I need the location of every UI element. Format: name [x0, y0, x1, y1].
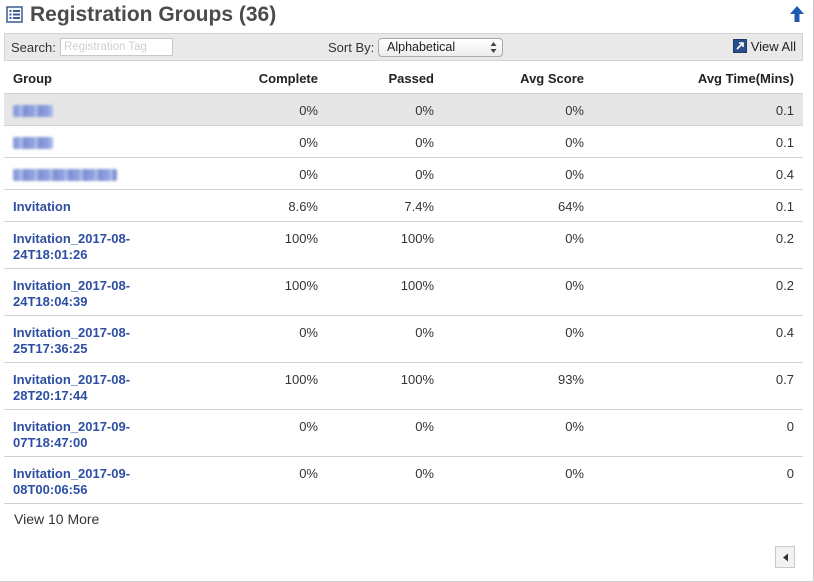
avg-score-cell: 0% [443, 408, 593, 456]
passed-cell: 0% [327, 408, 443, 456]
complete-cell: 0% [171, 92, 327, 125]
panel-header: Registration Groups (36) [4, 2, 810, 30]
passed-cell: 0% [327, 314, 443, 362]
arrow-up-icon[interactable] [788, 5, 806, 23]
group-cell: Invitation_2017-08- 25T17:36:25 [4, 314, 171, 362]
group-cell: Invitation_2017-09- 08T00:06:56 [4, 455, 171, 504]
complete-cell: 0% [171, 124, 327, 157]
complete-cell: 0% [171, 455, 327, 504]
group-cell: Invitation_2017-09- 07T18:47:00 [4, 408, 171, 456]
group-link[interactable]: Invitation_2017-08- 25T17:36:25 [13, 324, 131, 356]
group-name-redacted[interactable] [13, 136, 53, 149]
group-name-redacted[interactable] [13, 168, 117, 181]
passed-cell: 0% [327, 156, 443, 189]
sort-select[interactable]: Alphabetical [378, 38, 503, 57]
avg-time-cell: 0.1 [593, 92, 803, 125]
passed-cell: 100% [327, 220, 443, 268]
complete-cell: 100% [171, 220, 327, 268]
avg-score-cell: 93% [443, 361, 593, 409]
search-label: Search: [11, 40, 56, 55]
group-cell [4, 92, 171, 125]
group-link[interactable]: Invitation_2017-08- 28T20:17:44 [13, 371, 131, 403]
avg-time-cell: 0.4 [593, 314, 803, 362]
passed-cell: 0% [327, 455, 443, 504]
complete-cell: 8.6% [171, 188, 327, 221]
table-row[interactable]: Invitation_2017-09- 08T00:06:56 0% 0% 0% … [4, 455, 803, 504]
group-cell [4, 124, 171, 157]
complete-cell: 100% [171, 361, 327, 409]
table-row[interactable]: Invitation_2017-08- 28T20:17:44 100% 100%… [4, 361, 803, 409]
table-row[interactable]: Invitation_2017-08- 24T18:04:39 100% 100%… [4, 267, 803, 315]
select-arrows-icon [490, 41, 497, 54]
table-row[interactable]: Invitation_2017-09- 07T18:47:00 0% 0% 0% … [4, 408, 803, 456]
group-link[interactable]: Invitation [13, 198, 71, 214]
column-header-avg-time[interactable]: Avg Time(Mins) [697, 70, 794, 86]
avg-score-cell: 0% [443, 220, 593, 268]
avg-time-cell: 0 [593, 408, 803, 456]
scroll-left-button[interactable] [775, 546, 795, 568]
group-cell: Invitation_2017-08- 24T18:04:39 [4, 267, 171, 315]
group-name-redacted[interactable] [13, 104, 53, 117]
avg-time-cell: 0.2 [593, 267, 803, 315]
complete-cell: 0% [171, 314, 327, 362]
table-header-row: Group Complete Passed Avg Score Avg Time… [4, 64, 803, 93]
table-row[interactable]: 0% 0% 0% 0.1 [4, 124, 803, 157]
table-row[interactable]: Invitation_2017-08- 25T17:36:25 0% 0% 0% … [4, 314, 803, 362]
column-header-avg-score[interactable]: Avg Score [520, 70, 584, 86]
avg-score-cell: 0% [443, 314, 593, 362]
column-header-passed[interactable]: Passed [388, 70, 434, 86]
group-link[interactable]: Invitation_2017-09- 08T00:06:56 [13, 465, 131, 497]
passed-cell: 0% [327, 124, 443, 157]
avg-score-cell: 64% [443, 188, 593, 221]
avg-score-cell: 0% [443, 124, 593, 157]
group-cell: Invitation_2017-08- 24T18:01:26 [4, 220, 171, 268]
table-row[interactable]: 0% 0% 0% 0.4 [4, 156, 803, 189]
avg-score-cell: 0% [443, 156, 593, 189]
filter-toolbar: Search: Sort By: Alphabetical View All [4, 33, 803, 61]
passed-cell: 7.4% [327, 188, 443, 221]
avg-time-cell: 0.7 [593, 361, 803, 409]
registration-groups-table: Group Complete Passed Avg Score Avg Time… [4, 64, 803, 504]
group-link[interactable]: Invitation_2017-08- 24T18:01:26 [13, 230, 131, 262]
avg-time-cell: 0.1 [593, 124, 803, 157]
view-more-link[interactable]: View 10 More [14, 511, 100, 527]
complete-cell: 0% [171, 408, 327, 456]
passed-cell: 100% [327, 361, 443, 409]
group-cell: Invitation [4, 188, 171, 221]
avg-time-cell: 0.4 [593, 156, 803, 189]
chevron-left-icon [783, 553, 788, 562]
sort-label: Sort By: [328, 40, 375, 55]
avg-score-cell: 0% [443, 267, 593, 315]
search-input[interactable] [60, 38, 173, 56]
group-link[interactable]: Invitation_2017-09- 07T18:47:00 [13, 418, 131, 450]
avg-time-cell: 0.1 [593, 188, 803, 221]
sort-select-value: Alphabetical [387, 40, 456, 54]
expand-icon [732, 39, 747, 53]
table-row[interactable]: Invitation 8.6% 7.4% 64% 0.1 [4, 188, 803, 221]
page-title: Registration Groups (36) [30, 3, 277, 26]
group-cell: Invitation_2017-08- 28T20:17:44 [4, 361, 171, 409]
avg-score-cell: 0% [443, 455, 593, 504]
column-header-group[interactable]: Group [13, 70, 52, 86]
avg-score-cell: 0% [443, 92, 593, 125]
table-row[interactable]: 0% 0% 0% 0.1 [4, 92, 803, 125]
passed-cell: 0% [327, 92, 443, 125]
list-icon [6, 6, 23, 23]
group-link[interactable]: Invitation_2017-08- 24T18:04:39 [13, 277, 131, 309]
group-cell [4, 156, 171, 189]
view-all-button[interactable]: View All [732, 38, 796, 56]
complete-cell: 0% [171, 156, 327, 189]
avg-time-cell: 0.2 [593, 220, 803, 268]
view-all-label: View All [750, 39, 796, 54]
table-row[interactable]: Invitation_2017-08- 24T18:01:26 100% 100%… [4, 220, 803, 268]
passed-cell: 100% [327, 267, 443, 315]
complete-cell: 100% [171, 267, 327, 315]
column-header-complete[interactable]: Complete [258, 70, 318, 86]
avg-time-cell: 0 [593, 455, 803, 504]
